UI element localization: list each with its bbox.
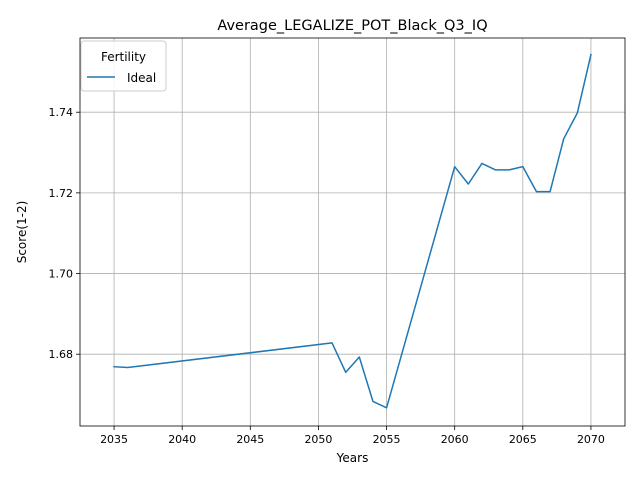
x-tick: 2065 [509,426,537,446]
y-axis-ticks: 1.68 1.70 1.72 1.74 [49,106,80,361]
x-axis-ticks: 2035 2040 2045 2050 2055 2060 2065 2070 [100,426,605,446]
series-line-ideal [113,53,592,409]
x-tick-label: 2045 [236,433,264,446]
x-tick-label: 2055 [373,433,401,446]
y-tick-label: 1.74 [49,106,74,119]
x-tick-label: 2065 [509,433,537,446]
y-tick: 1.72 [49,187,80,200]
y-axis-label: Score(1-2) [15,201,29,264]
x-tick: 2050 [304,426,332,446]
x-tick: 2070 [577,426,605,446]
x-tick-label: 2070 [577,433,605,446]
x-tick: 2045 [236,426,264,446]
y-tick: 1.68 [49,348,80,361]
legend: Fertility Ideal [80,40,167,92]
legend-title: Fertility [101,50,146,64]
y-tick: 1.70 [49,268,80,281]
legend-box [80,40,167,92]
y-tick-label: 1.70 [49,268,74,281]
y-tick-label: 1.68 [49,348,74,361]
grid [80,38,625,426]
series-layer [113,53,592,409]
x-tick-label: 2050 [304,433,332,446]
x-tick-label: 2035 [100,433,128,446]
x-tick-label: 2040 [168,433,196,446]
x-axis-label: Years [336,451,369,465]
y-tick: 1.74 [49,106,80,119]
x-tick: 2055 [373,426,401,446]
chart-title: Average_LEGALIZE_POT_Black_Q3_IQ [217,18,487,34]
x-tick: 2035 [100,426,128,446]
y-tick-label: 1.72 [49,187,74,200]
axes-frame [79,37,626,427]
x-tick: 2060 [441,426,469,446]
x-tick: 2040 [168,426,196,446]
legend-label-ideal: Ideal [127,71,156,85]
x-tick-label: 2060 [441,433,469,446]
